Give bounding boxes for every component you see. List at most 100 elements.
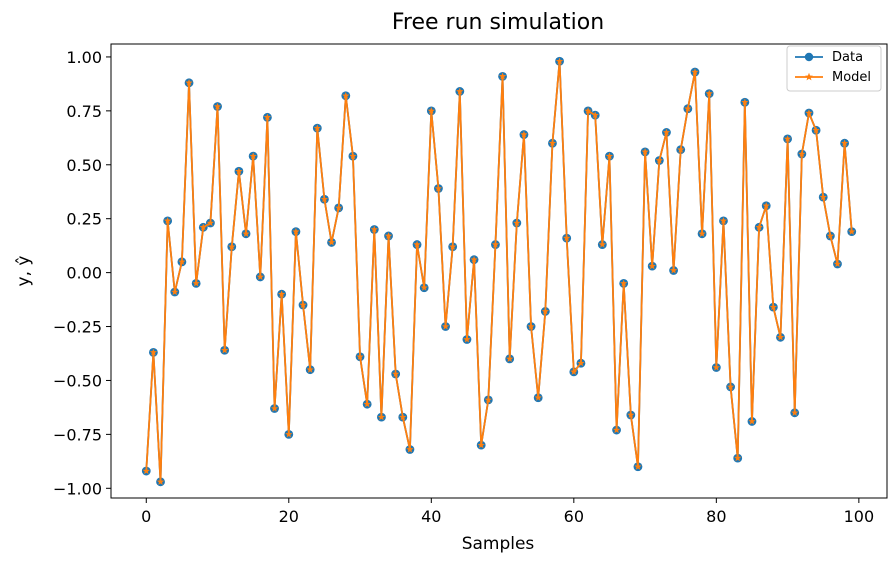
chart-title: Free run simulation xyxy=(392,10,604,35)
model-point xyxy=(534,393,542,401)
model-point xyxy=(634,462,642,470)
model-point xyxy=(228,242,236,250)
model-point xyxy=(306,365,314,373)
model-point xyxy=(484,396,492,403)
model-point xyxy=(399,413,407,421)
x-tick-label: 60 xyxy=(564,507,584,526)
legend: Data Model xyxy=(786,45,882,92)
model-point xyxy=(691,68,699,76)
model-point xyxy=(776,333,785,341)
model-point xyxy=(712,363,720,371)
legend-model-label: Model xyxy=(832,70,871,85)
model-point xyxy=(498,72,507,80)
legend-data-label: Data xyxy=(832,50,863,65)
model-point xyxy=(377,413,386,421)
model-point xyxy=(178,258,186,265)
model-point xyxy=(427,107,435,114)
model-point xyxy=(463,335,471,343)
x-axis-label: Samples xyxy=(462,534,535,554)
plot-area xyxy=(141,56,857,487)
model-point xyxy=(278,290,286,298)
model-point xyxy=(506,355,514,362)
model-point xyxy=(812,126,820,134)
model-point xyxy=(156,478,165,485)
model-point xyxy=(456,87,464,95)
model-point xyxy=(213,102,222,110)
model-point xyxy=(734,454,742,462)
x-tick-label: 40 xyxy=(421,507,441,526)
x-tick-label: 100 xyxy=(844,507,875,526)
x-tick-label: 0 xyxy=(141,507,151,526)
model-point xyxy=(449,242,457,250)
model-point xyxy=(591,111,599,119)
model-point xyxy=(171,288,179,296)
y-tick-label: 0.75 xyxy=(66,102,102,121)
series-line-model xyxy=(145,60,853,483)
model-point xyxy=(805,109,813,117)
model-point xyxy=(313,124,321,132)
model-point xyxy=(612,426,621,434)
model-point xyxy=(848,227,856,235)
model-point xyxy=(555,57,564,65)
model-point xyxy=(413,240,421,248)
model-point xyxy=(327,238,336,246)
model-point xyxy=(620,279,628,287)
model-point xyxy=(185,79,193,86)
model-point xyxy=(235,167,243,175)
y-tick-label: 0.25 xyxy=(66,210,102,229)
model-point xyxy=(256,273,264,281)
x-axis: 0 20 40 60 80 100 xyxy=(141,498,874,526)
model-point xyxy=(420,283,428,291)
model-point xyxy=(570,368,578,375)
model-point xyxy=(270,404,279,412)
model-point xyxy=(441,322,450,330)
model-point xyxy=(726,383,735,390)
legend-model-marker xyxy=(805,72,813,81)
model-point xyxy=(669,266,678,274)
model-point xyxy=(741,98,749,106)
model-point xyxy=(349,152,357,160)
model-point xyxy=(263,113,272,121)
model-point xyxy=(769,303,777,311)
model-point xyxy=(206,219,215,227)
model-point xyxy=(548,139,557,147)
model-point xyxy=(605,152,614,160)
model-point xyxy=(292,227,300,235)
model-point xyxy=(783,135,792,142)
model-point xyxy=(527,322,535,330)
model-point xyxy=(641,148,649,155)
model-point xyxy=(826,232,834,240)
model-point xyxy=(577,359,585,367)
plot-frame xyxy=(110,43,888,499)
model-point xyxy=(520,130,528,138)
model-point xyxy=(819,193,827,201)
model-point xyxy=(648,262,656,270)
model-point xyxy=(698,230,706,237)
model-point xyxy=(541,307,549,315)
y-axis: −1.00 −0.75 −0.50 −0.25 0.00 0.25 0.50 0.75 1.00 xyxy=(53,48,111,498)
x-tick-label: 80 xyxy=(706,507,726,526)
model-point xyxy=(142,467,150,475)
model-point xyxy=(662,128,671,136)
model-point xyxy=(242,230,250,237)
model-point xyxy=(598,240,606,248)
model-point xyxy=(477,441,485,449)
model-point xyxy=(192,279,200,287)
model-point xyxy=(164,217,172,224)
model-point xyxy=(406,445,414,453)
model-point xyxy=(655,156,663,164)
legend-data-marker xyxy=(804,52,814,62)
model-point xyxy=(563,234,571,242)
model-point xyxy=(299,301,307,309)
y-tick-label: −1.00 xyxy=(53,479,102,498)
model-point xyxy=(762,201,770,209)
model-point xyxy=(342,91,350,99)
model-point xyxy=(513,219,521,227)
model-point xyxy=(719,217,728,224)
model-point xyxy=(249,152,257,160)
model-point xyxy=(748,417,756,425)
model-point xyxy=(392,370,400,378)
model-point xyxy=(320,195,329,203)
model-point xyxy=(221,346,229,354)
